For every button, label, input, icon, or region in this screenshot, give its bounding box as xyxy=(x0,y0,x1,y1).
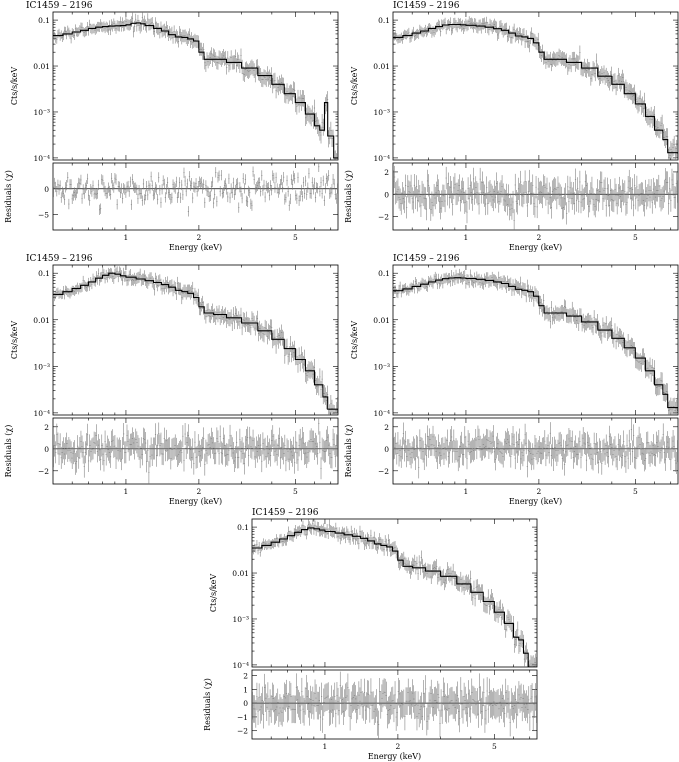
spectrum-panel-5: IC1459 – 2196 Cts/s/keV Residuals (χ) Energ… xyxy=(203,508,538,761)
spectrum-frame xyxy=(251,518,538,668)
residual-tick-label: 2 xyxy=(243,672,248,681)
x-tick-label: 5 xyxy=(633,233,638,242)
model-curve xyxy=(393,23,678,158)
panel-title: IC1459 – 2196 xyxy=(252,508,319,518)
y-tick-label: 10⁻⁴ xyxy=(373,154,390,163)
x-tick-label: 5 xyxy=(293,487,298,496)
y-tick-label: 0.1 xyxy=(237,523,249,532)
x-tick-label: 1 xyxy=(124,233,129,242)
x-axis-label: Energy (keV) xyxy=(169,243,222,252)
y-axis-label: Cts/s/keV xyxy=(10,67,19,106)
y-tick-label: 10⁻⁴ xyxy=(33,154,50,163)
y-tick-label: 0.01 xyxy=(373,62,390,71)
model-curve xyxy=(53,272,338,413)
x-tick-label: 5 xyxy=(293,233,298,242)
y-tick-label: 0.1 xyxy=(38,16,50,25)
residual-axis-label: Residuals (χ) xyxy=(4,425,13,478)
residual-tick-label: −5 xyxy=(38,211,49,220)
residual-tick-label: 2 xyxy=(384,168,389,177)
panel-title: IC1459 – 2196 xyxy=(26,254,93,264)
panel-title: IC1459 – 2196 xyxy=(393,1,460,11)
residual-tick-label: 1 xyxy=(243,685,248,694)
x-tick-label: 5 xyxy=(492,742,497,751)
residual-tick-label: 0 xyxy=(384,445,389,454)
residual-tick-label: −2 xyxy=(378,213,389,222)
x-axis-label: Energy (keV) xyxy=(368,752,421,761)
residual-tick-label: −2 xyxy=(38,467,49,476)
x-tick-label: 5 xyxy=(633,487,638,496)
residual-axis-label: Residuals (χ) xyxy=(344,425,353,478)
y-tick-label: 0.1 xyxy=(378,16,390,25)
spectrum-data-points xyxy=(53,266,338,415)
residual-frame xyxy=(52,417,339,485)
residual-tick-label: 0 xyxy=(44,185,49,194)
residual-data-points xyxy=(393,165,678,230)
residual-axis-label: Residuals (χ) xyxy=(203,678,212,731)
x-tick-label: 2 xyxy=(537,487,542,496)
spectrum-data-points xyxy=(393,268,678,415)
spectrum-frame xyxy=(52,264,339,416)
y-tick-label: 0.01 xyxy=(33,316,50,325)
residual-tick-label: 0 xyxy=(243,699,248,708)
y-tick-label: 10⁻³ xyxy=(232,615,249,624)
residual-data-points xyxy=(53,163,338,217)
residual-tick-label: 0 xyxy=(44,445,49,454)
spectrum-frame xyxy=(392,264,679,416)
x-tick-label: 2 xyxy=(197,233,202,242)
panel-title: IC1459 – 2196 xyxy=(26,1,93,11)
x-tick-label: 1 xyxy=(323,742,328,751)
spectrum-panel-1: IC1459 – 2196 Cts/s/keV Residuals (χ) Energ… xyxy=(4,1,339,252)
x-axis-label: Energy (keV) xyxy=(509,497,562,506)
spectrum-panel-3: IC1459 – 2196 Cts/s/keV Residuals (χ) Energ… xyxy=(4,254,339,506)
y-axis-label: Cts/s/keV xyxy=(209,574,218,613)
x-tick-label: 2 xyxy=(396,742,401,751)
y-tick-label: 10⁻⁴ xyxy=(33,409,50,418)
y-tick-label: 0.01 xyxy=(33,62,50,71)
model-curve xyxy=(393,277,678,413)
residual-data-points xyxy=(393,418,678,479)
spectrum-frame xyxy=(52,11,339,161)
x-tick-label: 2 xyxy=(197,487,202,496)
x-axis-label: Energy (keV) xyxy=(509,243,562,252)
y-tick-label: 10⁻⁴ xyxy=(232,661,249,670)
y-axis-label: Cts/s/keV xyxy=(350,321,359,360)
residual-axis-label: Residuals (χ) xyxy=(344,170,353,223)
residual-frame xyxy=(52,162,339,231)
spectrum-data-points xyxy=(252,519,537,667)
residual-frame xyxy=(251,669,538,740)
x-tick-label: 1 xyxy=(124,487,129,496)
x-axis-label: Energy (keV) xyxy=(169,497,222,506)
y-tick-label: 10⁻⁴ xyxy=(373,409,390,418)
y-tick-label: 0.1 xyxy=(38,269,50,278)
spectrum-frame xyxy=(392,11,679,161)
y-tick-label: 0.01 xyxy=(373,316,390,325)
y-tick-label: 10⁻³ xyxy=(373,108,390,117)
residual-data-points xyxy=(53,418,338,484)
residual-tick-label: −2 xyxy=(237,727,248,736)
x-tick-label: 1 xyxy=(464,233,469,242)
spectrum-data-points xyxy=(393,16,678,160)
spectrum-panel-4: IC1459 – 2196 Cts/s/keV Residuals (χ) Energ… xyxy=(344,254,679,506)
residual-tick-label: 2 xyxy=(384,423,389,432)
y-axis-label: Cts/s/keV xyxy=(10,321,19,360)
residual-tick-label: 2 xyxy=(44,423,49,432)
x-tick-label: 2 xyxy=(537,233,542,242)
spectrum-data-points xyxy=(53,12,338,160)
residual-frame xyxy=(392,162,679,231)
residual-axis-label: Residuals (χ) xyxy=(4,170,13,223)
model-curve xyxy=(53,22,338,159)
spectrum-panel-2: IC1459 – 2196 Cts/s/keV Residuals (χ) Energ… xyxy=(344,1,679,252)
residual-tick-label: −1 xyxy=(237,713,248,722)
y-tick-label: 10⁻³ xyxy=(33,362,50,371)
y-tick-label: 10⁻³ xyxy=(373,362,390,371)
x-tick-label: 1 xyxy=(464,487,469,496)
y-tick-label: 10⁻³ xyxy=(33,108,50,117)
y-tick-label: 0.01 xyxy=(232,569,249,578)
y-tick-label: 0.1 xyxy=(378,269,390,278)
residual-tick-label: −2 xyxy=(378,467,389,476)
residual-tick-label: 0 xyxy=(384,190,389,199)
y-axis-label: Cts/s/keV xyxy=(350,67,359,106)
panel-title: IC1459 – 2196 xyxy=(393,254,460,264)
